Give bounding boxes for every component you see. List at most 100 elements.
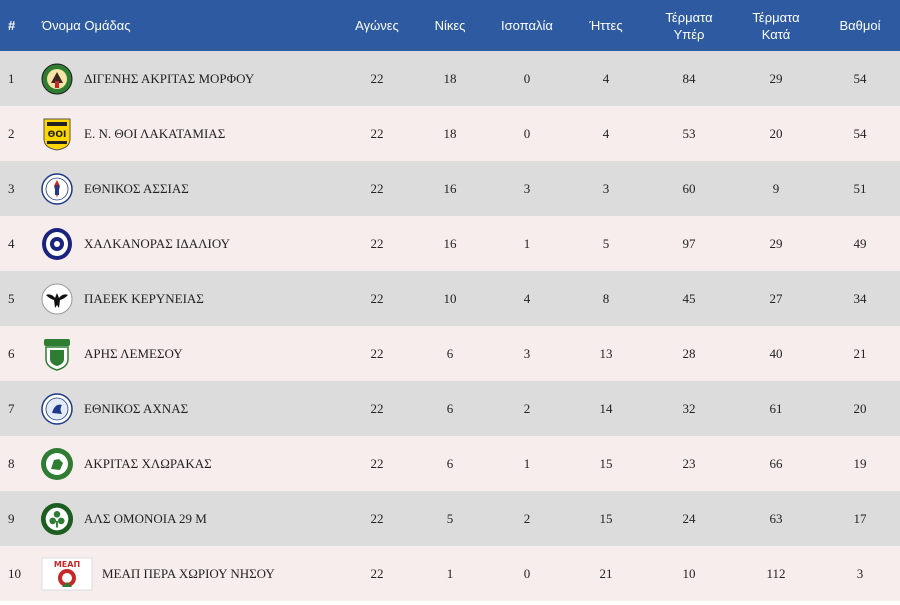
table-row: 5 ΠΑΕΕΚ ΚΕΡΥΝΕΙΑΣ 22 10 4 8 45 27 34 bbox=[0, 271, 900, 326]
cell-goals-for: 45 bbox=[682, 290, 696, 306]
cell-team[interactable]: ΔΙΓΕΝΗΣ ΑΚΡΙΤΑΣ ΜΟΡΦΟΥ bbox=[36, 51, 342, 106]
table-row: 4 ΧΑΛΚΑΝΟΡΑΣ ΙΔΑΛΙΟΥ 22 16 1 5 97 29 49 bbox=[0, 216, 900, 271]
table-row: 9 ΑΛΣ ΟΜΟΝΟΙΑ 29 Μ 22 5 2 15 24 63 17 bbox=[0, 491, 900, 546]
cell-rank: 5 bbox=[8, 290, 15, 306]
thoi-logo-text: ΘΟΙ bbox=[48, 130, 67, 140]
header-wins: Νίκες bbox=[434, 18, 466, 33]
team-name[interactable]: ΑΡΗΣ ΛΕΜΕΣΟΥ bbox=[84, 345, 183, 361]
table-row: 7 ΕΘΝΙΚΟΣ ΑΧΝΑΣ 22 6 2 14 32 61 20 bbox=[0, 381, 900, 436]
team-link[interactable]: ΑΡΗΣ ΛΕΜΕΣΟΥ bbox=[40, 337, 338, 371]
header-draws: Ισοπαλία bbox=[501, 18, 553, 33]
cell-rank: 6 bbox=[8, 345, 15, 361]
team-name[interactable]: ΔΙΓΕΝΗΣ ΑΚΡΙΤΑΣ ΜΟΡΦΟΥ bbox=[84, 70, 255, 86]
cell-wins: 16 bbox=[443, 235, 457, 251]
cell-goals-against: 20 bbox=[769, 125, 783, 141]
team-link[interactable]: ΧΑΛΚΑΝΟΡΑΣ ΙΔΑΛΙΟΥ bbox=[40, 227, 338, 261]
header-goals-for-line1: Τέρματα bbox=[665, 9, 713, 25]
team-link[interactable]: ΑΚΡΙΤΑΣ ΧΛΩΡΑΚΑΣ bbox=[40, 447, 338, 481]
cell-wins: 18 bbox=[443, 125, 457, 141]
cell-points: 19 bbox=[853, 455, 867, 471]
header-rank: # bbox=[8, 18, 16, 33]
table-row: 3 ΕΘΝΙΚΟΣ ΑΣΣΙΑΣ 22 16 3 3 60 9 51 bbox=[0, 161, 900, 216]
cell-wins: 6 bbox=[446, 345, 454, 361]
akritas-crest-icon bbox=[40, 447, 74, 481]
team-link[interactable]: ΠΑΕΕΚ ΚΕΡΥΝΕΙΑΣ bbox=[40, 282, 338, 316]
cell-draws: 1 bbox=[523, 235, 531, 251]
cell-goals-for: 24 bbox=[682, 510, 696, 526]
cell-team[interactable]: ΑΡΗΣ ΛΕΜΕΣΟΥ bbox=[36, 326, 342, 381]
meap-logo-text: ΜΕΑΠ bbox=[54, 560, 80, 569]
ethnikos-achnas-crest-icon bbox=[40, 392, 74, 426]
cell-points: 3 bbox=[856, 565, 864, 581]
cell-goals-against: 63 bbox=[769, 510, 783, 526]
cell-losses: 5 bbox=[602, 235, 610, 251]
cell-draws: 1 bbox=[523, 455, 531, 471]
cell-played: 22 bbox=[370, 565, 384, 581]
cell-goals-against: 29 bbox=[769, 235, 783, 251]
cell-team[interactable]: ΕΘΝΙΚΟΣ ΑΧΝΑΣ bbox=[36, 381, 342, 436]
team-link[interactable]: ΘΟΙ Ε. Ν. ΘΟΙ ΛΑΚΑΤΑΜΙΑΣ bbox=[40, 117, 338, 151]
cell-goals-for: 97 bbox=[682, 235, 696, 251]
cell-draws: 3 bbox=[523, 345, 531, 361]
team-name[interactable]: ΑΚΡΙΤΑΣ ΧΛΩΡΑΚΑΣ bbox=[84, 455, 212, 471]
cell-losses: 21 bbox=[599, 565, 613, 581]
cell-team[interactable]: ΕΘΝΙΚΟΣ ΑΣΣΙΑΣ bbox=[36, 161, 342, 216]
team-link[interactable]: ΕΘΝΙΚΟΣ ΑΣΣΙΑΣ bbox=[40, 172, 338, 206]
cell-team[interactable]: ΠΑΕΕΚ ΚΕΡΥΝΕΙΑΣ bbox=[36, 271, 342, 326]
header-points: Βαθμοί bbox=[839, 18, 881, 33]
cell-goals-for: 10 bbox=[682, 565, 696, 581]
team-name[interactable]: ΜΕΑΠ ΠΕΡΑ ΧΩΡΙΟΥ ΝΗΣΟΥ bbox=[102, 565, 275, 581]
cell-losses: 15 bbox=[599, 455, 613, 471]
cell-draws: 0 bbox=[523, 125, 531, 141]
cell-points: 34 bbox=[853, 290, 867, 306]
cell-points: 21 bbox=[853, 345, 867, 361]
cell-wins: 5 bbox=[446, 510, 454, 526]
cell-played: 22 bbox=[370, 290, 384, 306]
cell-team[interactable]: ΧΑΛΚΑΝΟΡΑΣ ΙΔΑΛΙΟΥ bbox=[36, 216, 342, 271]
header-losses: Ήττες bbox=[589, 18, 623, 33]
team-link[interactable]: ΕΘΝΙΚΟΣ ΑΧΝΑΣ bbox=[40, 392, 338, 426]
cell-rank: 1 bbox=[8, 70, 15, 86]
cell-losses: 3 bbox=[602, 180, 610, 196]
table-row: 10 ΜΕΑΠ ΜΕΑΠ ΠΕΡΑ ΧΩΡΙΟΥ ΝΗΣΟΥ 22 1 0 21 10 112 3 bbox=[0, 546, 900, 601]
cell-wins: 6 bbox=[446, 400, 454, 416]
team-link[interactable]: ΔΙΓΕΝΗΣ ΑΚΡΙΤΑΣ ΜΟΡΦΟΥ bbox=[40, 62, 338, 96]
cell-goals-against: 9 bbox=[772, 180, 780, 196]
cell-rank: 10 bbox=[8, 565, 21, 581]
cell-played: 22 bbox=[370, 180, 384, 196]
cell-draws: 3 bbox=[523, 180, 531, 196]
cell-team[interactable]: ΘΟΙ Ε. Ν. ΘΟΙ ΛΑΚΑΤΑΜΙΑΣ bbox=[36, 106, 342, 161]
thoi-crest-icon: ΘΟΙ bbox=[40, 117, 74, 151]
cell-played: 22 bbox=[370, 70, 384, 86]
cell-draws: 2 bbox=[523, 510, 531, 526]
cell-goals-against: 40 bbox=[769, 345, 783, 361]
team-name[interactable]: Ε. Ν. ΘΟΙ ΛΑΚΑΤΑΜΙΑΣ bbox=[84, 125, 226, 141]
team-name[interactable]: ΑΛΣ ΟΜΟΝΟΙΑ 29 Μ bbox=[84, 510, 207, 526]
cell-wins: 16 bbox=[443, 180, 457, 196]
aris-crest-icon bbox=[40, 337, 74, 371]
cell-played: 22 bbox=[370, 345, 384, 361]
team-link[interactable]: ΑΛΣ ΟΜΟΝΟΙΑ 29 Μ bbox=[40, 502, 338, 536]
cell-rank: 2 bbox=[8, 125, 15, 141]
team-name[interactable]: ΠΑΕΕΚ ΚΕΡΥΝΕΙΑΣ bbox=[84, 290, 204, 306]
team-name[interactable]: ΧΑΛΚΑΝΟΡΑΣ ΙΔΑΛΙΟΥ bbox=[84, 235, 230, 251]
meap-crest-icon: ΜΕΑΠ bbox=[40, 557, 94, 591]
cell-losses: 4 bbox=[602, 70, 610, 86]
cell-goals-for: 23 bbox=[682, 455, 696, 471]
table-row: 2 ΘΟΙ Ε. Ν. ΘΟΙ ΛΑΚΑΤΑΜΙΑΣ 22 18 0 4 53 20 54 bbox=[0, 106, 900, 161]
cell-team[interactable]: ΑΛΣ ΟΜΟΝΟΙΑ 29 Μ bbox=[36, 491, 342, 546]
cell-draws: 2 bbox=[523, 400, 531, 416]
cell-team[interactable]: ΜΕΑΠ ΜΕΑΠ ΠΕΡΑ ΧΩΡΙΟΥ ΝΗΣΟΥ bbox=[36, 546, 342, 601]
cell-draws: 0 bbox=[523, 70, 531, 86]
team-link[interactable]: ΜΕΑΠ ΜΕΑΠ ΠΕΡΑ ΧΩΡΙΟΥ ΝΗΣΟΥ bbox=[40, 557, 338, 591]
team-name[interactable]: ΕΘΝΙΚΟΣ ΑΣΣΙΑΣ bbox=[84, 180, 189, 196]
header-goals-against-line1: Τέρματα bbox=[752, 9, 800, 25]
cell-goals-for: 84 bbox=[682, 70, 696, 86]
cell-team[interactable]: ΑΚΡΙΤΑΣ ΧΛΩΡΑΚΑΣ bbox=[36, 436, 342, 491]
cell-draws: 4 bbox=[523, 290, 531, 306]
digenis-crest-icon bbox=[40, 62, 74, 96]
cell-losses: 15 bbox=[599, 510, 613, 526]
team-name[interactable]: ΕΘΝΙΚΟΣ ΑΧΝΑΣ bbox=[84, 400, 189, 416]
header-goals-against-line2: Κατά bbox=[761, 26, 791, 42]
cell-wins: 10 bbox=[443, 290, 457, 306]
